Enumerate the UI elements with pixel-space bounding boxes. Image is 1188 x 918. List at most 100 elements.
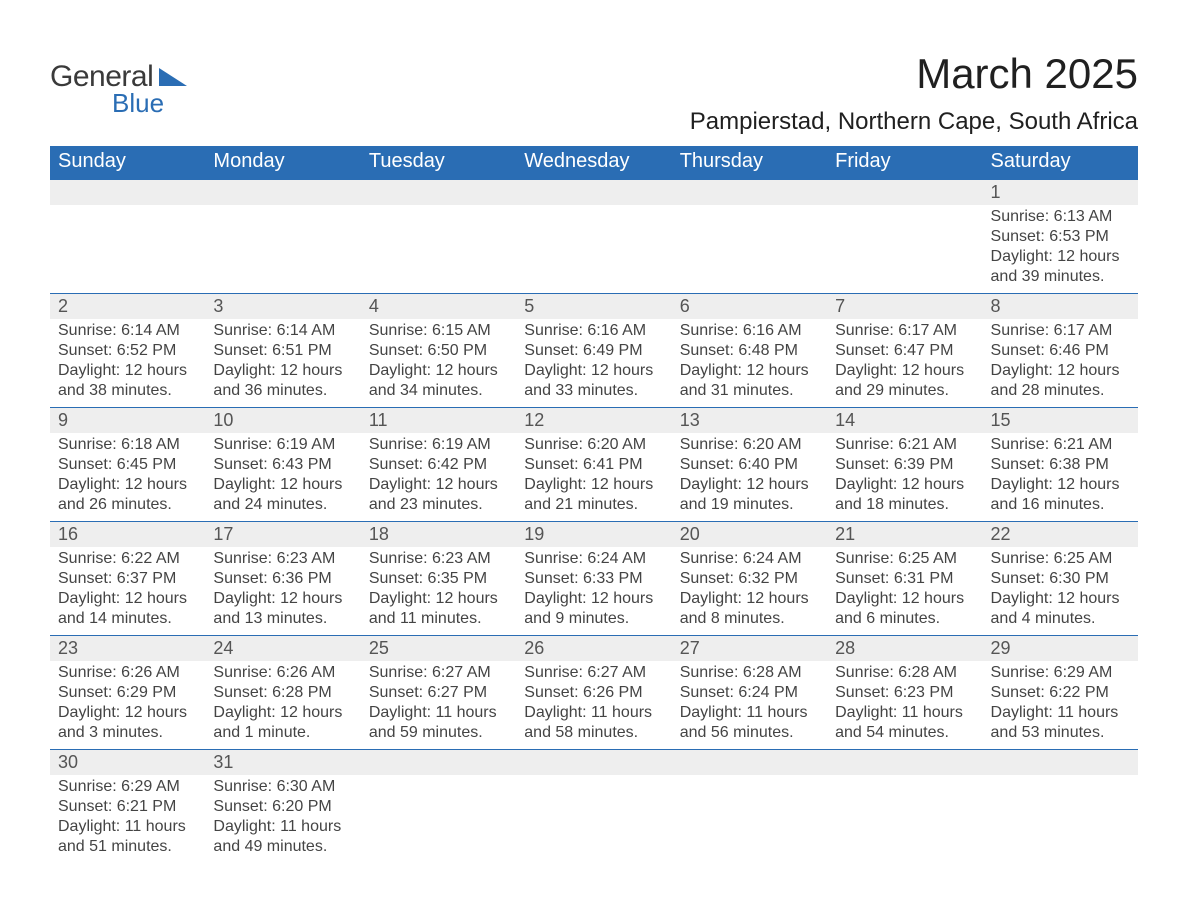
day-number: 25 <box>361 636 516 661</box>
day-details: Sunrise: 6:23 AMSunset: 6:35 PMDaylight:… <box>361 547 516 635</box>
sunrise-line: Sunrise: 6:14 AM <box>213 321 352 341</box>
calendar-day-cell: 6Sunrise: 6:16 AMSunset: 6:48 PMDaylight… <box>672 294 827 408</box>
title-block: March 2025 Pampierstad, Northern Cape, S… <box>690 50 1138 136</box>
calendar-day-cell <box>361 180 516 294</box>
sunrise-line: Sunrise: 6:16 AM <box>524 321 663 341</box>
day-number: 7 <box>827 294 982 319</box>
calendar-day-cell: 26Sunrise: 6:27 AMSunset: 6:26 PMDayligh… <box>516 636 671 750</box>
daylight-line: Daylight: 12 hours and 13 minutes. <box>213 589 352 629</box>
sunset-line: Sunset: 6:46 PM <box>991 341 1130 361</box>
calendar-day-cell: 10Sunrise: 6:19 AMSunset: 6:43 PMDayligh… <box>205 408 360 522</box>
day-details: Sunrise: 6:13 AMSunset: 6:53 PMDaylight:… <box>983 205 1138 293</box>
sunset-line: Sunset: 6:35 PM <box>369 569 508 589</box>
sunset-line: Sunset: 6:49 PM <box>524 341 663 361</box>
day-details: Sunrise: 6:29 AMSunset: 6:21 PMDaylight:… <box>50 775 205 863</box>
sunrise-line: Sunrise: 6:19 AM <box>369 435 508 455</box>
calendar-week-row: 1Sunrise: 6:13 AMSunset: 6:53 PMDaylight… <box>50 180 1138 294</box>
calendar-day-cell: 11Sunrise: 6:19 AMSunset: 6:42 PMDayligh… <box>361 408 516 522</box>
day-number-empty <box>827 180 982 205</box>
sunset-line: Sunset: 6:38 PM <box>991 455 1130 475</box>
sunset-line: Sunset: 6:28 PM <box>213 683 352 703</box>
day-details: Sunrise: 6:20 AMSunset: 6:40 PMDaylight:… <box>672 433 827 521</box>
sunrise-line: Sunrise: 6:27 AM <box>369 663 508 683</box>
day-number: 2 <box>50 294 205 319</box>
daylight-line: Daylight: 12 hours and 19 minutes. <box>680 475 819 515</box>
calendar-day-cell: 15Sunrise: 6:21 AMSunset: 6:38 PMDayligh… <box>983 408 1138 522</box>
weekday-header-row: Sunday Monday Tuesday Wednesday Thursday… <box>50 146 1138 180</box>
sunset-line: Sunset: 6:36 PM <box>213 569 352 589</box>
day-number: 15 <box>983 408 1138 433</box>
day-details: Sunrise: 6:30 AMSunset: 6:20 PMDaylight:… <box>205 775 360 863</box>
sunrise-line: Sunrise: 6:20 AM <box>680 435 819 455</box>
day-number: 14 <box>827 408 982 433</box>
calendar-day-cell: 2Sunrise: 6:14 AMSunset: 6:52 PMDaylight… <box>50 294 205 408</box>
calendar-day-cell: 25Sunrise: 6:27 AMSunset: 6:27 PMDayligh… <box>361 636 516 750</box>
day-details: Sunrise: 6:16 AMSunset: 6:48 PMDaylight:… <box>672 319 827 407</box>
calendar-table: Sunday Monday Tuesday Wednesday Thursday… <box>50 146 1138 863</box>
day-details: Sunrise: 6:23 AMSunset: 6:36 PMDaylight:… <box>205 547 360 635</box>
sunrise-line: Sunrise: 6:24 AM <box>524 549 663 569</box>
calendar-day-cell <box>516 750 671 864</box>
sunrise-line: Sunrise: 6:20 AM <box>524 435 663 455</box>
sunrise-line: Sunrise: 6:24 AM <box>680 549 819 569</box>
day-details: Sunrise: 6:14 AMSunset: 6:51 PMDaylight:… <box>205 319 360 407</box>
logo-text-blue: Blue <box>112 88 187 119</box>
daylight-line: Daylight: 12 hours and 23 minutes. <box>369 475 508 515</box>
sunrise-line: Sunrise: 6:30 AM <box>213 777 352 797</box>
sunset-line: Sunset: 6:41 PM <box>524 455 663 475</box>
sunset-line: Sunset: 6:43 PM <box>213 455 352 475</box>
calendar-day-cell: 31Sunrise: 6:30 AMSunset: 6:20 PMDayligh… <box>205 750 360 864</box>
day-details: Sunrise: 6:25 AMSunset: 6:31 PMDaylight:… <box>827 547 982 635</box>
sunrise-line: Sunrise: 6:26 AM <box>58 663 197 683</box>
day-details: Sunrise: 6:21 AMSunset: 6:38 PMDaylight:… <box>983 433 1138 521</box>
day-number: 12 <box>516 408 671 433</box>
daylight-line: Daylight: 11 hours and 56 minutes. <box>680 703 819 743</box>
day-details: Sunrise: 6:16 AMSunset: 6:49 PMDaylight:… <box>516 319 671 407</box>
calendar-day-cell: 28Sunrise: 6:28 AMSunset: 6:23 PMDayligh… <box>827 636 982 750</box>
day-number-empty <box>672 750 827 775</box>
calendar-day-cell: 1Sunrise: 6:13 AMSunset: 6:53 PMDaylight… <box>983 180 1138 294</box>
calendar-week-row: 30Sunrise: 6:29 AMSunset: 6:21 PMDayligh… <box>50 750 1138 864</box>
daylight-line: Daylight: 12 hours and 4 minutes. <box>991 589 1130 629</box>
sunset-line: Sunset: 6:51 PM <box>213 341 352 361</box>
sunrise-line: Sunrise: 6:29 AM <box>991 663 1130 683</box>
day-number: 9 <box>50 408 205 433</box>
day-number-empty <box>361 180 516 205</box>
calendar-day-cell: 3Sunrise: 6:14 AMSunset: 6:51 PMDaylight… <box>205 294 360 408</box>
sunset-line: Sunset: 6:27 PM <box>369 683 508 703</box>
calendar-day-cell: 12Sunrise: 6:20 AMSunset: 6:41 PMDayligh… <box>516 408 671 522</box>
day-number: 6 <box>672 294 827 319</box>
day-number: 30 <box>50 750 205 775</box>
logo: General Blue <box>50 50 187 119</box>
calendar-day-cell: 9Sunrise: 6:18 AMSunset: 6:45 PMDaylight… <box>50 408 205 522</box>
weekday-header: Sunday <box>50 146 205 180</box>
calendar-day-cell: 13Sunrise: 6:20 AMSunset: 6:40 PMDayligh… <box>672 408 827 522</box>
day-details: Sunrise: 6:14 AMSunset: 6:52 PMDaylight:… <box>50 319 205 407</box>
day-number: 3 <box>205 294 360 319</box>
daylight-line: Daylight: 12 hours and 18 minutes. <box>835 475 974 515</box>
day-number: 22 <box>983 522 1138 547</box>
day-details: Sunrise: 6:17 AMSunset: 6:47 PMDaylight:… <box>827 319 982 407</box>
daylight-line: Daylight: 12 hours and 14 minutes. <box>58 589 197 629</box>
day-number: 26 <box>516 636 671 661</box>
sunset-line: Sunset: 6:32 PM <box>680 569 819 589</box>
sunrise-line: Sunrise: 6:18 AM <box>58 435 197 455</box>
calendar-day-cell: 19Sunrise: 6:24 AMSunset: 6:33 PMDayligh… <box>516 522 671 636</box>
sunset-line: Sunset: 6:39 PM <box>835 455 974 475</box>
daylight-line: Daylight: 12 hours and 16 minutes. <box>991 475 1130 515</box>
day-details: Sunrise: 6:24 AMSunset: 6:32 PMDaylight:… <box>672 547 827 635</box>
sunset-line: Sunset: 6:20 PM <box>213 797 352 817</box>
sunrise-line: Sunrise: 6:29 AM <box>58 777 197 797</box>
day-details: Sunrise: 6:26 AMSunset: 6:29 PMDaylight:… <box>50 661 205 749</box>
calendar-day-cell: 7Sunrise: 6:17 AMSunset: 6:47 PMDaylight… <box>827 294 982 408</box>
calendar-day-cell <box>361 750 516 864</box>
calendar-day-cell <box>50 180 205 294</box>
calendar-day-cell <box>827 180 982 294</box>
day-number: 31 <box>205 750 360 775</box>
sunrise-line: Sunrise: 6:25 AM <box>835 549 974 569</box>
calendar-week-row: 2Sunrise: 6:14 AMSunset: 6:52 PMDaylight… <box>50 294 1138 408</box>
day-number-empty <box>205 180 360 205</box>
calendar-day-cell: 16Sunrise: 6:22 AMSunset: 6:37 PMDayligh… <box>50 522 205 636</box>
sunrise-line: Sunrise: 6:28 AM <box>680 663 819 683</box>
sunset-line: Sunset: 6:26 PM <box>524 683 663 703</box>
